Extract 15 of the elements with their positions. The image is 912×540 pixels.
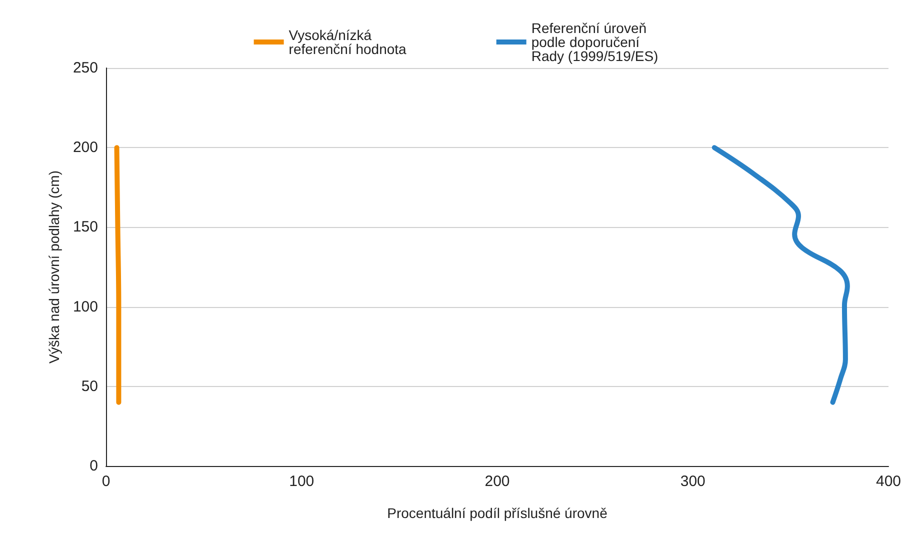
- y-tick-label: 100: [72, 298, 98, 316]
- x-tick-label: 200: [484, 473, 510, 490]
- legend-label: Referenční úroveň podle doporučení Rady (1999/519/ES): [531, 20, 658, 64]
- y-tick-label: 150: [72, 218, 98, 236]
- y-tick-label: 50: [81, 378, 98, 395]
- x-tick-label: 100: [289, 473, 314, 490]
- y-tick-label: 200: [72, 139, 98, 156]
- y-axis-title: Výška nad úrovní podlahy (cm): [46, 170, 62, 364]
- x-axis-title: Procentuální podíl příslušné úrovně: [387, 505, 608, 521]
- y-tick-label: 250: [72, 60, 98, 76]
- y-tick-label: 0: [90, 458, 98, 474]
- x-tick-label: 400: [876, 473, 901, 490]
- x-tick-label: 300: [680, 473, 706, 490]
- legend-label: Vysoká/nízká referenční hodnota: [288, 27, 407, 57]
- x-tick-label: 0: [102, 473, 110, 490]
